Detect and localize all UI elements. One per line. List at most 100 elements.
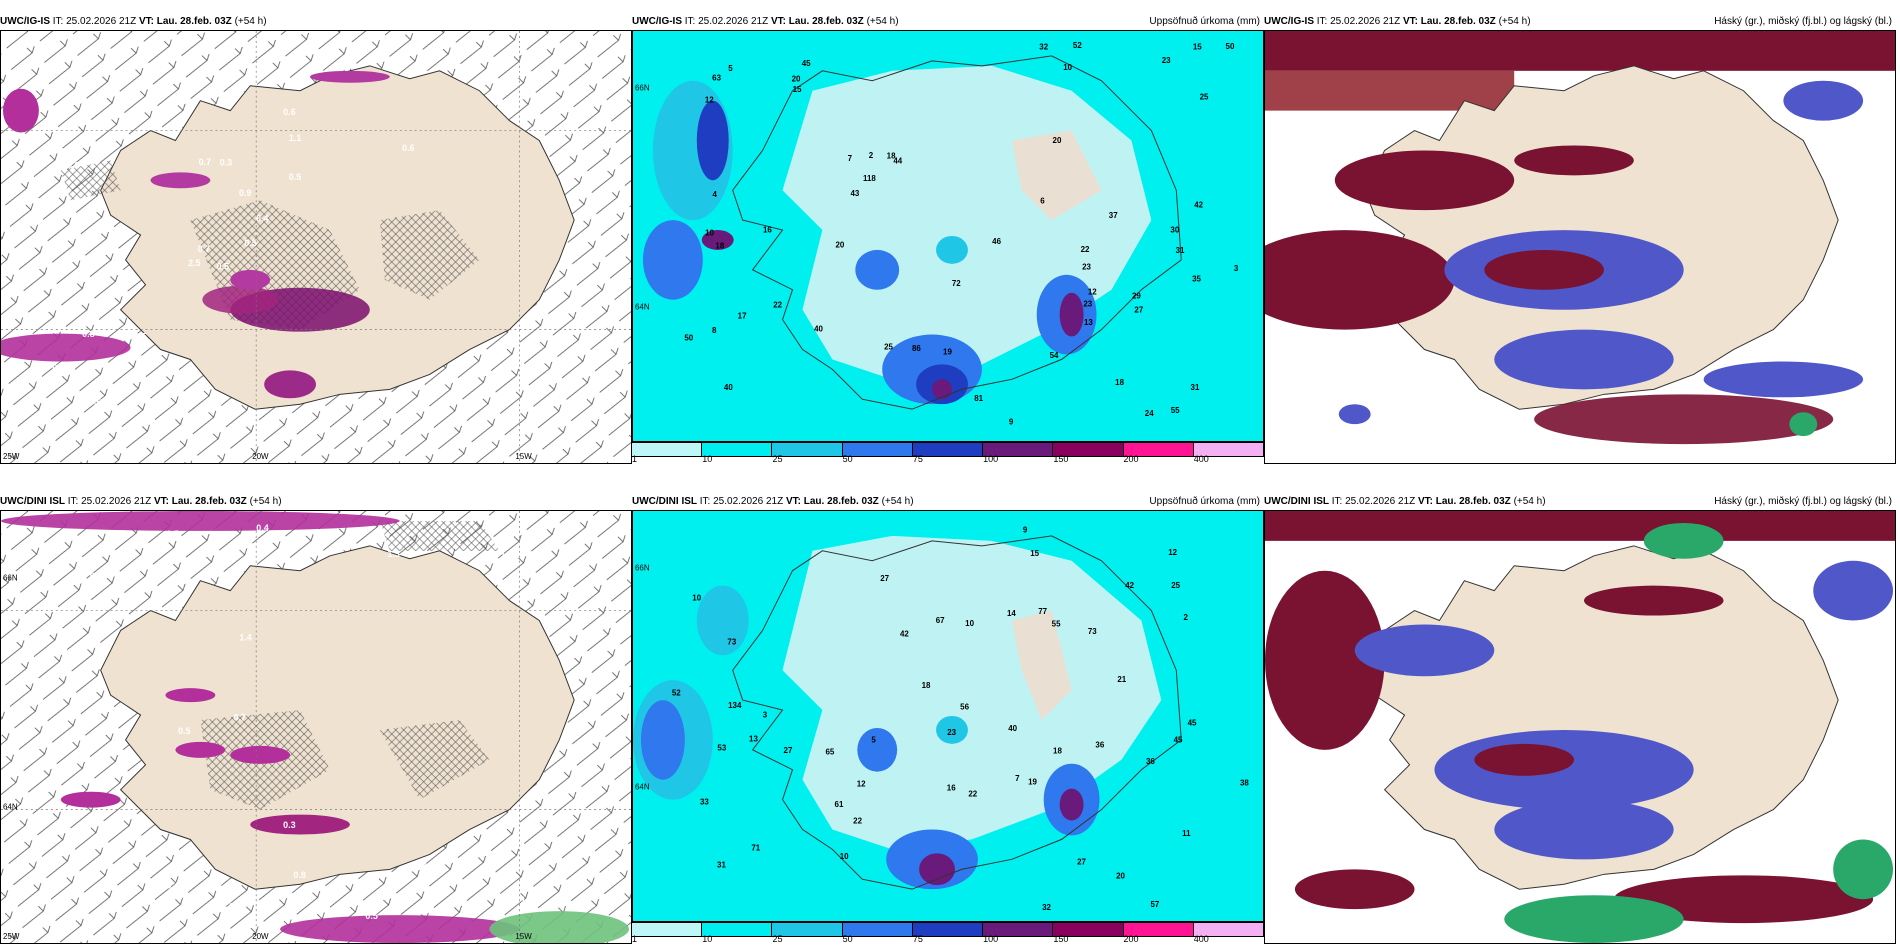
precip-point-value: 38 bbox=[1240, 778, 1249, 787]
precip-label: 0.4 bbox=[90, 571, 102, 581]
precip-point-value: 27 bbox=[1134, 306, 1143, 315]
precip-label: 1.3 bbox=[387, 549, 399, 559]
legend-swatch bbox=[842, 923, 913, 936]
lat-labels: 66N 64N bbox=[635, 84, 650, 312]
legend-swatch bbox=[1193, 923, 1264, 936]
legend-tick: 400 bbox=[1193, 934, 1209, 944]
precip-point-value: 8 bbox=[712, 326, 717, 335]
panel-title: Uppsöfnuð úrkoma (mm) bbox=[1149, 16, 1260, 27]
precip-point-value: 27 bbox=[1077, 857, 1086, 866]
precip-label: 0.7 bbox=[198, 244, 210, 254]
precip-point-value: 5 bbox=[728, 64, 733, 73]
precip-label: 1.4 bbox=[239, 633, 251, 643]
valid-time: VT: Lau. 28.feb. 03Z bbox=[1402, 16, 1496, 27]
precip-point-value: 10 bbox=[840, 852, 849, 861]
panel-header: UWC/IG-IS IT: 25.02.2026 21Z VT: Lau. 28… bbox=[0, 14, 632, 32]
precip-point-value: 56 bbox=[960, 703, 969, 712]
valid-time: VT: Lau. 28.feb. 03Z bbox=[770, 16, 864, 27]
legend-swatch bbox=[912, 923, 984, 936]
precip-point-value: 46 bbox=[992, 237, 1001, 246]
map-svg bbox=[1265, 511, 1895, 943]
bottom-right-panel: UWC/DINI ISL IT: 25.02.2026 21Z VT: Lau.… bbox=[1264, 494, 1896, 944]
precip-point-value: 22 bbox=[968, 790, 977, 799]
precip-label: 1.6 bbox=[521, 895, 533, 905]
precip-point-value: 20 bbox=[792, 74, 801, 83]
precip-point-value: 17 bbox=[738, 311, 747, 320]
iceland-land bbox=[100, 65, 575, 410]
lead-time: (+54 h) bbox=[1498, 16, 1531, 27]
wind-precip-map: 25W 20W 15W 0.5 0.3 0.7 0.3 0.4 0.5 0.6 0.3 1.1 0.5… bbox=[0, 30, 632, 464]
precip-point-value: 4 bbox=[713, 190, 718, 199]
precip-point-value: 50 bbox=[1226, 42, 1235, 51]
lon-labels: 25W 20W 15W bbox=[3, 932, 532, 941]
precip-point-value: 18 bbox=[1115, 378, 1124, 387]
legend-swatch bbox=[632, 443, 703, 456]
valid-time: VT: Lau. 28.feb. 03Z bbox=[785, 496, 879, 507]
precip-point-value: 5 bbox=[871, 736, 876, 745]
wind-precip-map: 25W 20W 15W 66N 64N -2.1 0.5 0.4 0.6 0.5 0.4 0.5 1… bbox=[0, 510, 632, 944]
lat-labels: 66N 64N bbox=[3, 574, 18, 812]
precip-point-value: 2 bbox=[869, 151, 874, 160]
precip-point-value: 23 bbox=[1162, 56, 1171, 65]
run-time: IT: 25.02.2026 21Z bbox=[684, 16, 769, 27]
precip-point-value: 27 bbox=[784, 746, 793, 755]
panel-header: UWC/DINI ISL IT: 25.02.2026 21Z VT: Lau.… bbox=[632, 494, 1264, 512]
precip-point-value: 52 bbox=[1073, 41, 1082, 50]
run-time: IT: 25.02.2026 21Z bbox=[67, 496, 152, 507]
precip-point-value: 20 bbox=[1116, 871, 1125, 880]
legend-swatch bbox=[1123, 443, 1194, 456]
precip-point-value: 36 bbox=[1095, 741, 1104, 750]
precip-point-value: 73 bbox=[727, 638, 736, 647]
precip-point-value: 45 bbox=[1188, 718, 1197, 727]
lat-label: 64N bbox=[635, 303, 650, 312]
precip-label: 2.6 bbox=[89, 397, 101, 407]
precip-point-value: 16 bbox=[947, 783, 956, 792]
precip-point-value: 32 bbox=[1039, 43, 1048, 52]
precip-point-value: 86 bbox=[912, 344, 921, 353]
legend-swatch bbox=[983, 443, 1054, 456]
precip-point-value: 52 bbox=[672, 688, 681, 697]
model-code: UWC/IG-IS bbox=[0, 16, 50, 27]
precip-point-value: 81 bbox=[974, 394, 983, 403]
precip-label: 0.3 bbox=[283, 820, 295, 830]
model-code: UWC/DINI ISL bbox=[1264, 496, 1329, 507]
precip-label: 0.3 bbox=[67, 160, 79, 170]
lat-labels: 66N 64N bbox=[635, 564, 650, 792]
precip-point-value: 31 bbox=[1191, 383, 1200, 392]
lead-time: (+54 h) bbox=[866, 16, 899, 27]
run-time: IT: 25.02.2026 21Z bbox=[1331, 496, 1416, 507]
legend-tick: 75 bbox=[912, 934, 923, 944]
precip-point-value: 10 bbox=[705, 229, 714, 238]
legend-swatch bbox=[1123, 923, 1194, 936]
legend-tick: 400 bbox=[1193, 454, 1209, 464]
map-svg: 25W 20W 15W 66N 64N -2.1 0.5 0.4 0.6 0.5 0.4 0.5 1… bbox=[1, 511, 631, 943]
precip-point-value: 16 bbox=[763, 226, 772, 235]
precip-legend: 1 10 25 50 75 100 150 200 400 bbox=[632, 442, 1264, 464]
precip-label: 0.9 bbox=[239, 188, 251, 198]
run-time: IT: 25.02.2026 21Z bbox=[52, 16, 137, 27]
legend-tick: 200 bbox=[1123, 934, 1139, 944]
precip-point-value: 40 bbox=[1008, 724, 1017, 733]
run-time: IT: 25.02.2026 21Z bbox=[699, 496, 784, 507]
precip-point-value: 19 bbox=[943, 348, 952, 357]
top-right-panel: UWC/IG-IS IT: 25.02.2026 21Z VT: Lau. 28… bbox=[1264, 14, 1896, 464]
precip-point-value: 19 bbox=[1028, 777, 1037, 786]
precip-point-value: 3 bbox=[1234, 264, 1239, 273]
precip-label: -2.1 bbox=[226, 901, 241, 911]
precip-point-value: 27 bbox=[880, 574, 889, 583]
cloud-cover-map bbox=[1264, 30, 1896, 464]
legend-swatch bbox=[1053, 923, 1124, 936]
precip-point-value: 18 bbox=[1053, 747, 1062, 756]
precip-point-value: 21 bbox=[1117, 675, 1126, 684]
legend-tick: 50 bbox=[842, 934, 853, 944]
precip-point-value: 20 bbox=[835, 241, 844, 250]
precip-point-value: 35 bbox=[1192, 274, 1201, 283]
precip-label: 0.7 bbox=[395, 392, 407, 402]
panel-title: Uppsöfnuð úrkoma (mm) bbox=[1149, 496, 1260, 507]
precip-point-value: 42 bbox=[1125, 581, 1134, 590]
lat-label: 66N bbox=[3, 574, 18, 583]
precip-point-value: 25 bbox=[1200, 93, 1209, 102]
accumulated-precip-map: 57 13 7 10 11 73 71 65 73 67 55 20 22 27 40 33 36 56 52 31 1… bbox=[632, 510, 1264, 922]
precip-point-value: 12 bbox=[857, 779, 866, 788]
